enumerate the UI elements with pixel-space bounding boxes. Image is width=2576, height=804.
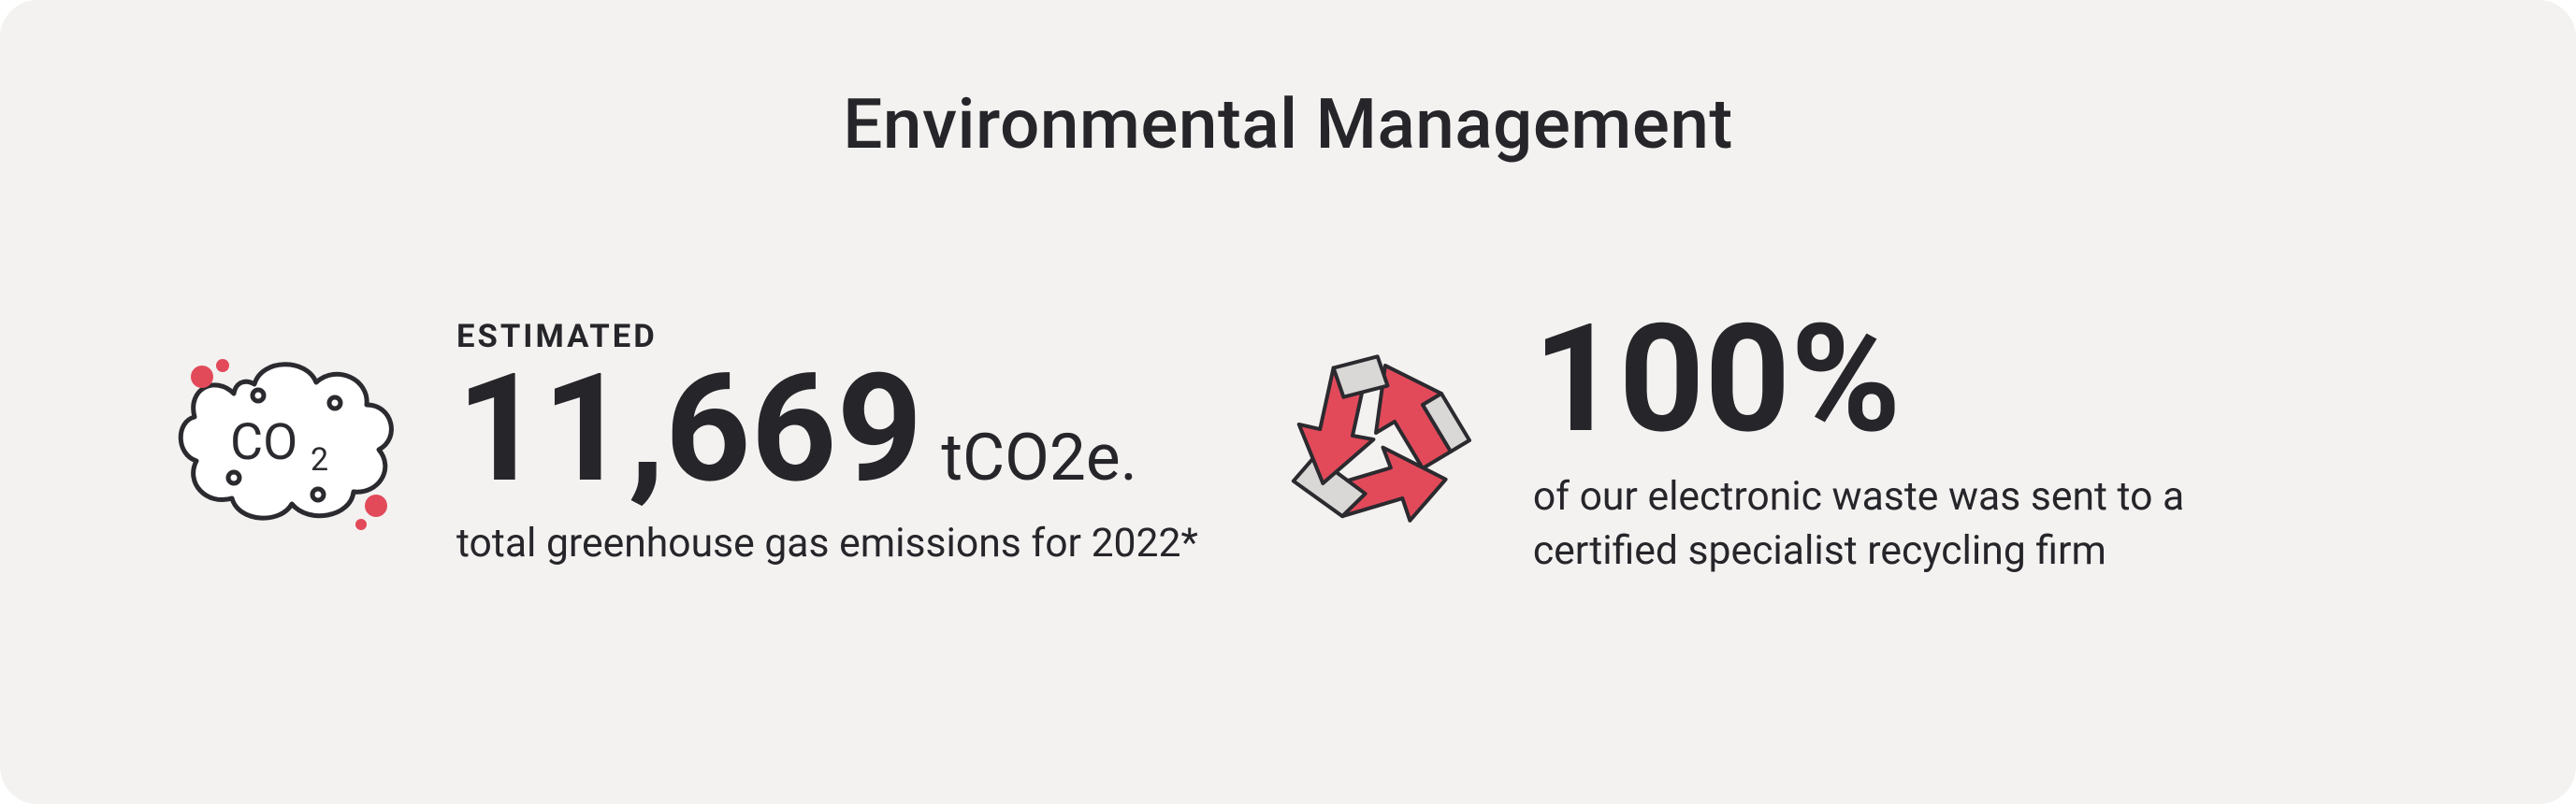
emissions-caption: total greenhouse gas emissions for 2022* [456, 520, 1198, 567]
emissions-value-line: 11,669 tCO2e. [456, 355, 1198, 505]
recycling-value-line: 100% [1533, 306, 2300, 455]
stat-emissions: CO 2 ESTIMATED 11,669 tCO2e. [168, 318, 1198, 567]
stat-recycling-text: 100% of our electronic waste was sent to… [1533, 306, 2300, 578]
emissions-value: 11,669 [456, 355, 922, 505]
recycling-value: 100% [1533, 306, 1902, 455]
recycle-arrows-icon [1282, 337, 1488, 547]
recycling-caption: of our electronic waste was sent to a ce… [1533, 470, 2300, 578]
page-title: Environmental Management [168, 84, 2408, 165]
stats-row: CO 2 ESTIMATED 11,669 tCO2e. [168, 306, 2408, 578]
emissions-unit: tCO2e. [941, 420, 1137, 495]
svg-text:2: 2 [311, 441, 328, 479]
stat-emissions-text: ESTIMATED 11,669 tCO2e. total greenhouse… [456, 318, 1198, 567]
stat-recycling: 100% of our electronic waste was sent to… [1282, 306, 2300, 578]
co2-cloud-icon: CO 2 [168, 337, 412, 547]
svg-text:CO: CO [230, 413, 297, 472]
infographic-panel: Environmental Management CO 2 [0, 0, 2576, 804]
